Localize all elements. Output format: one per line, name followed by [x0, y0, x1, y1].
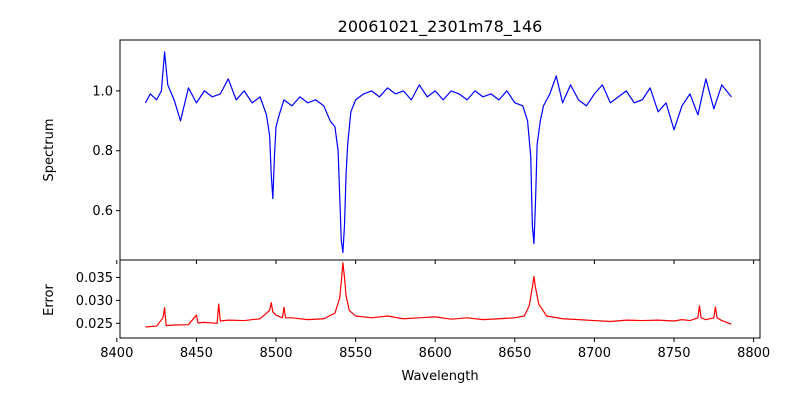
x-tick-label: 8600: [419, 346, 452, 361]
error-y-tick-label: 0.030: [76, 294, 113, 309]
error-y-axis-label: Error: [42, 284, 57, 316]
spectrum-series-line-0: [144, 51, 732, 254]
x-tick-label: 8550: [339, 346, 372, 361]
error-panel: 0.025 0.030 0.035 8400 8450 8500 8550 8600 8650 8…: [76, 259, 770, 361]
spectrum-y-axis-label: Spectrum: [42, 119, 57, 182]
x-tick-label: 8450: [180, 346, 213, 361]
x-axis-label: Wavelength: [401, 369, 478, 384]
x-tick-label: 8500: [259, 346, 292, 361]
spectrum-y-tick-label: 0.8: [92, 144, 113, 159]
error-series-line-0: [145, 262, 732, 328]
x-tick-label: 8700: [578, 346, 611, 361]
error-y-tick-label: 0.035: [76, 271, 113, 286]
error-axes-frame: [119, 259, 761, 339]
x-tick-label: 8400: [100, 346, 133, 361]
chart-title: 20061021_2301m78_146: [338, 17, 543, 37]
spectrum-y-tick-label: 0.6: [92, 204, 113, 219]
spectrum-y-tick-label: 1.0: [92, 84, 113, 99]
x-tick-label: 8750: [657, 346, 690, 361]
error-y-tick-label: 0.025: [76, 317, 113, 332]
x-tick-label: 8800: [737, 346, 770, 361]
x-tick-label: 8650: [498, 346, 531, 361]
